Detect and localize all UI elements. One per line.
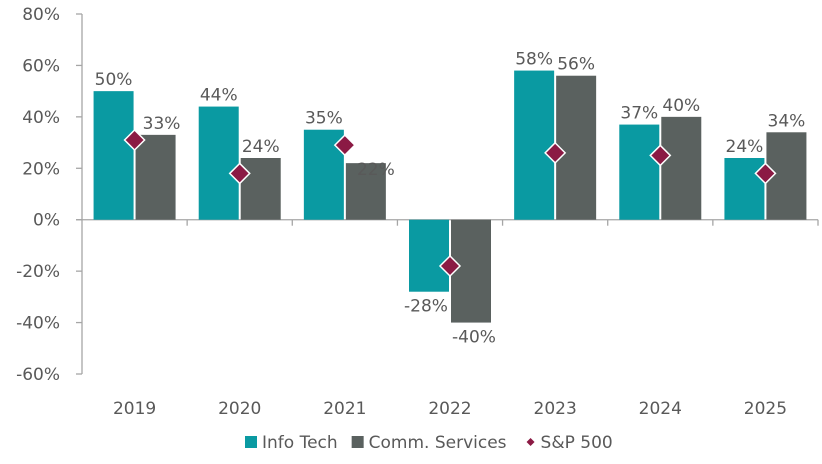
sp500-marker-2022 <box>438 254 462 278</box>
bar-comm-services-2024 <box>661 116 702 220</box>
sp500-marker-2024 <box>649 144 672 167</box>
bar-info-tech-2023 <box>514 70 555 220</box>
data-label: 34% <box>768 111 806 131</box>
data-label: 50% <box>95 70 133 90</box>
data-label: 22% <box>357 160 395 180</box>
bars <box>93 70 807 323</box>
y-tick-label: 0% <box>33 211 60 231</box>
legend-swatch-info-tech <box>245 436 257 448</box>
y-tick-label: 40% <box>22 108 60 128</box>
data-label: 24% <box>726 137 764 157</box>
legend-label-info-tech: Info Tech <box>262 433 338 453</box>
legend-label-s-p-500: S&P 500 <box>541 433 613 453</box>
bar-comm-services-2023 <box>556 75 597 220</box>
x-tick-label: 2020 <box>218 399 261 419</box>
x-tick-label: 2024 <box>639 399 682 419</box>
y-axis: -60% -40% -20% 0% 20% 40% 60% 80% <box>16 5 83 385</box>
bar-comm-services-2020 <box>240 158 281 220</box>
y-tick-label: 60% <box>22 56 60 76</box>
bar-comm-services-2021 <box>345 163 386 220</box>
data-label: 35% <box>305 109 343 129</box>
x-tick-label: 2023 <box>534 399 577 419</box>
x-tick-label: 2019 <box>113 399 156 419</box>
x-tick-label: 2021 <box>323 399 366 419</box>
bar-info-tech-2019 <box>93 91 134 220</box>
data-label: 33% <box>143 114 181 134</box>
legend-label-comm-services: Comm. Services <box>369 433 507 453</box>
sp500-marker-2019 <box>123 128 146 152</box>
bar-info-tech-2020 <box>198 106 239 220</box>
sp500-markers <box>123 128 777 278</box>
data-label: -28% <box>404 297 448 317</box>
x-tick-label: 2025 <box>744 399 787 419</box>
bar-comm-services-2022 <box>451 219 491 323</box>
legend: Info Tech Comm. Services S&P 500 <box>245 433 613 453</box>
sp500-marker-2020 <box>228 162 251 185</box>
bar-info-tech-2024 <box>619 124 660 220</box>
bar-comm-services-2019 <box>135 134 176 220</box>
data-label: 40% <box>662 96 700 116</box>
bar-info-tech-2025 <box>724 158 765 220</box>
sp500-marker-2023 <box>544 141 567 164</box>
y-tick-label: -20% <box>16 262 60 282</box>
sp500-marker-2025 <box>754 162 777 185</box>
sp500-marker-2021 <box>333 134 356 157</box>
data-label: 44% <box>200 86 238 106</box>
legend-swatch-s-p-500 <box>526 438 535 446</box>
data-label: 56% <box>557 55 595 75</box>
y-tick-label: 80% <box>22 5 60 25</box>
y-tick-label: 20% <box>22 159 60 179</box>
data-label: 24% <box>242 137 280 157</box>
data-labels: 50% 33% 44% 24% 35% 22% -28%-40% 58% 56% 37% 40% 24… <box>95 50 806 348</box>
data-label: -40% <box>452 328 496 348</box>
x-tick-label: 2022 <box>428 399 471 419</box>
data-label: 37% <box>620 104 658 124</box>
legend-swatch-comm-services <box>351 436 364 448</box>
y-tick-label: -40% <box>16 314 60 334</box>
data-label: 58% <box>515 50 553 70</box>
bar-info-tech-2022 <box>409 219 449 292</box>
y-tick-label: -60% <box>16 365 60 385</box>
